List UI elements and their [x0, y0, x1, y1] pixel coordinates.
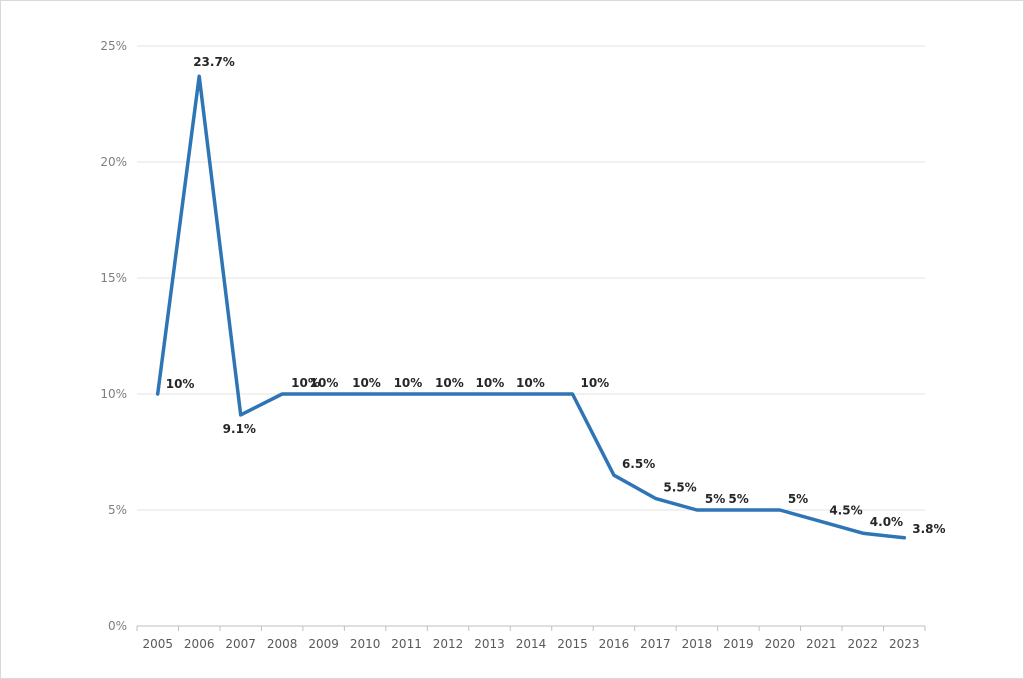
y-tick-label: 20%	[100, 155, 127, 169]
data-label: 4.0%	[870, 515, 903, 529]
data-point	[819, 520, 823, 524]
data-point	[446, 392, 450, 396]
x-tick-label: 2017	[640, 637, 671, 651]
x-tick-label: 2008	[267, 637, 298, 651]
data-label: 10%	[166, 377, 195, 391]
x-tick-label: 2016	[599, 637, 630, 651]
data-point	[239, 413, 243, 417]
y-tick-label: 0%	[108, 619, 127, 633]
data-point	[529, 392, 533, 396]
data-label: 4.5%	[829, 504, 862, 518]
y-tick-label: 25%	[100, 39, 127, 53]
data-label: 10%	[580, 376, 609, 390]
x-tick-label: 2014	[516, 637, 547, 651]
x-tick-label: 2011	[391, 637, 422, 651]
data-label: 5.5%	[663, 480, 696, 494]
data-label: 5%	[788, 492, 808, 506]
x-tick-label: 2015	[557, 637, 588, 651]
data-point	[570, 392, 574, 396]
data-point	[488, 392, 492, 396]
x-tick-label: 2010	[350, 637, 381, 651]
data-point	[322, 392, 326, 396]
data-point	[363, 392, 367, 396]
x-tick-label: 2023	[889, 637, 920, 651]
x-tick-label: 2018	[682, 637, 713, 651]
x-tick-label: 2013	[474, 637, 505, 651]
data-point	[612, 473, 616, 477]
x-tick-label: 2020	[765, 637, 796, 651]
x-tick-label: 2009	[308, 637, 339, 651]
x-tick-label: 2005	[142, 637, 173, 651]
data-label: 10%	[516, 376, 545, 390]
x-tick-label: 2022	[848, 637, 879, 651]
data-label: 5%	[728, 492, 748, 506]
data-label: 23.7%	[193, 55, 235, 69]
series-line	[155, 74, 907, 540]
y-tick-label: 10%	[100, 387, 127, 401]
data-label: 3.8%	[912, 522, 945, 536]
data-label: 10%	[394, 376, 423, 390]
x-tick-label: 2007	[225, 637, 256, 651]
data-point	[280, 392, 284, 396]
data-label: 10%	[352, 376, 381, 390]
x-tick-label: 2012	[433, 637, 464, 651]
x-tick-label: 2021	[806, 637, 837, 651]
data-point	[156, 392, 160, 396]
data-point	[653, 496, 657, 500]
data-point	[861, 531, 865, 535]
data-label: 10%	[310, 376, 339, 390]
data-point	[695, 508, 699, 512]
data-point	[197, 74, 201, 78]
x-tick-label: 2019	[723, 637, 754, 651]
data-label: 10%	[291, 376, 320, 390]
x-tick-label: 2006	[184, 637, 215, 651]
data-label: 10%	[476, 376, 505, 390]
data-point	[902, 536, 906, 540]
data-label: 6.5%	[622, 457, 655, 471]
data-label: 5%	[705, 492, 725, 506]
y-tick-label: 15%	[100, 271, 127, 285]
y-tick-label: 5%	[108, 503, 127, 517]
data-label: 9.1%	[223, 422, 256, 436]
data-label: 10%	[435, 376, 464, 390]
data-point	[405, 392, 409, 396]
data-point	[778, 508, 782, 512]
data-point	[736, 508, 740, 512]
